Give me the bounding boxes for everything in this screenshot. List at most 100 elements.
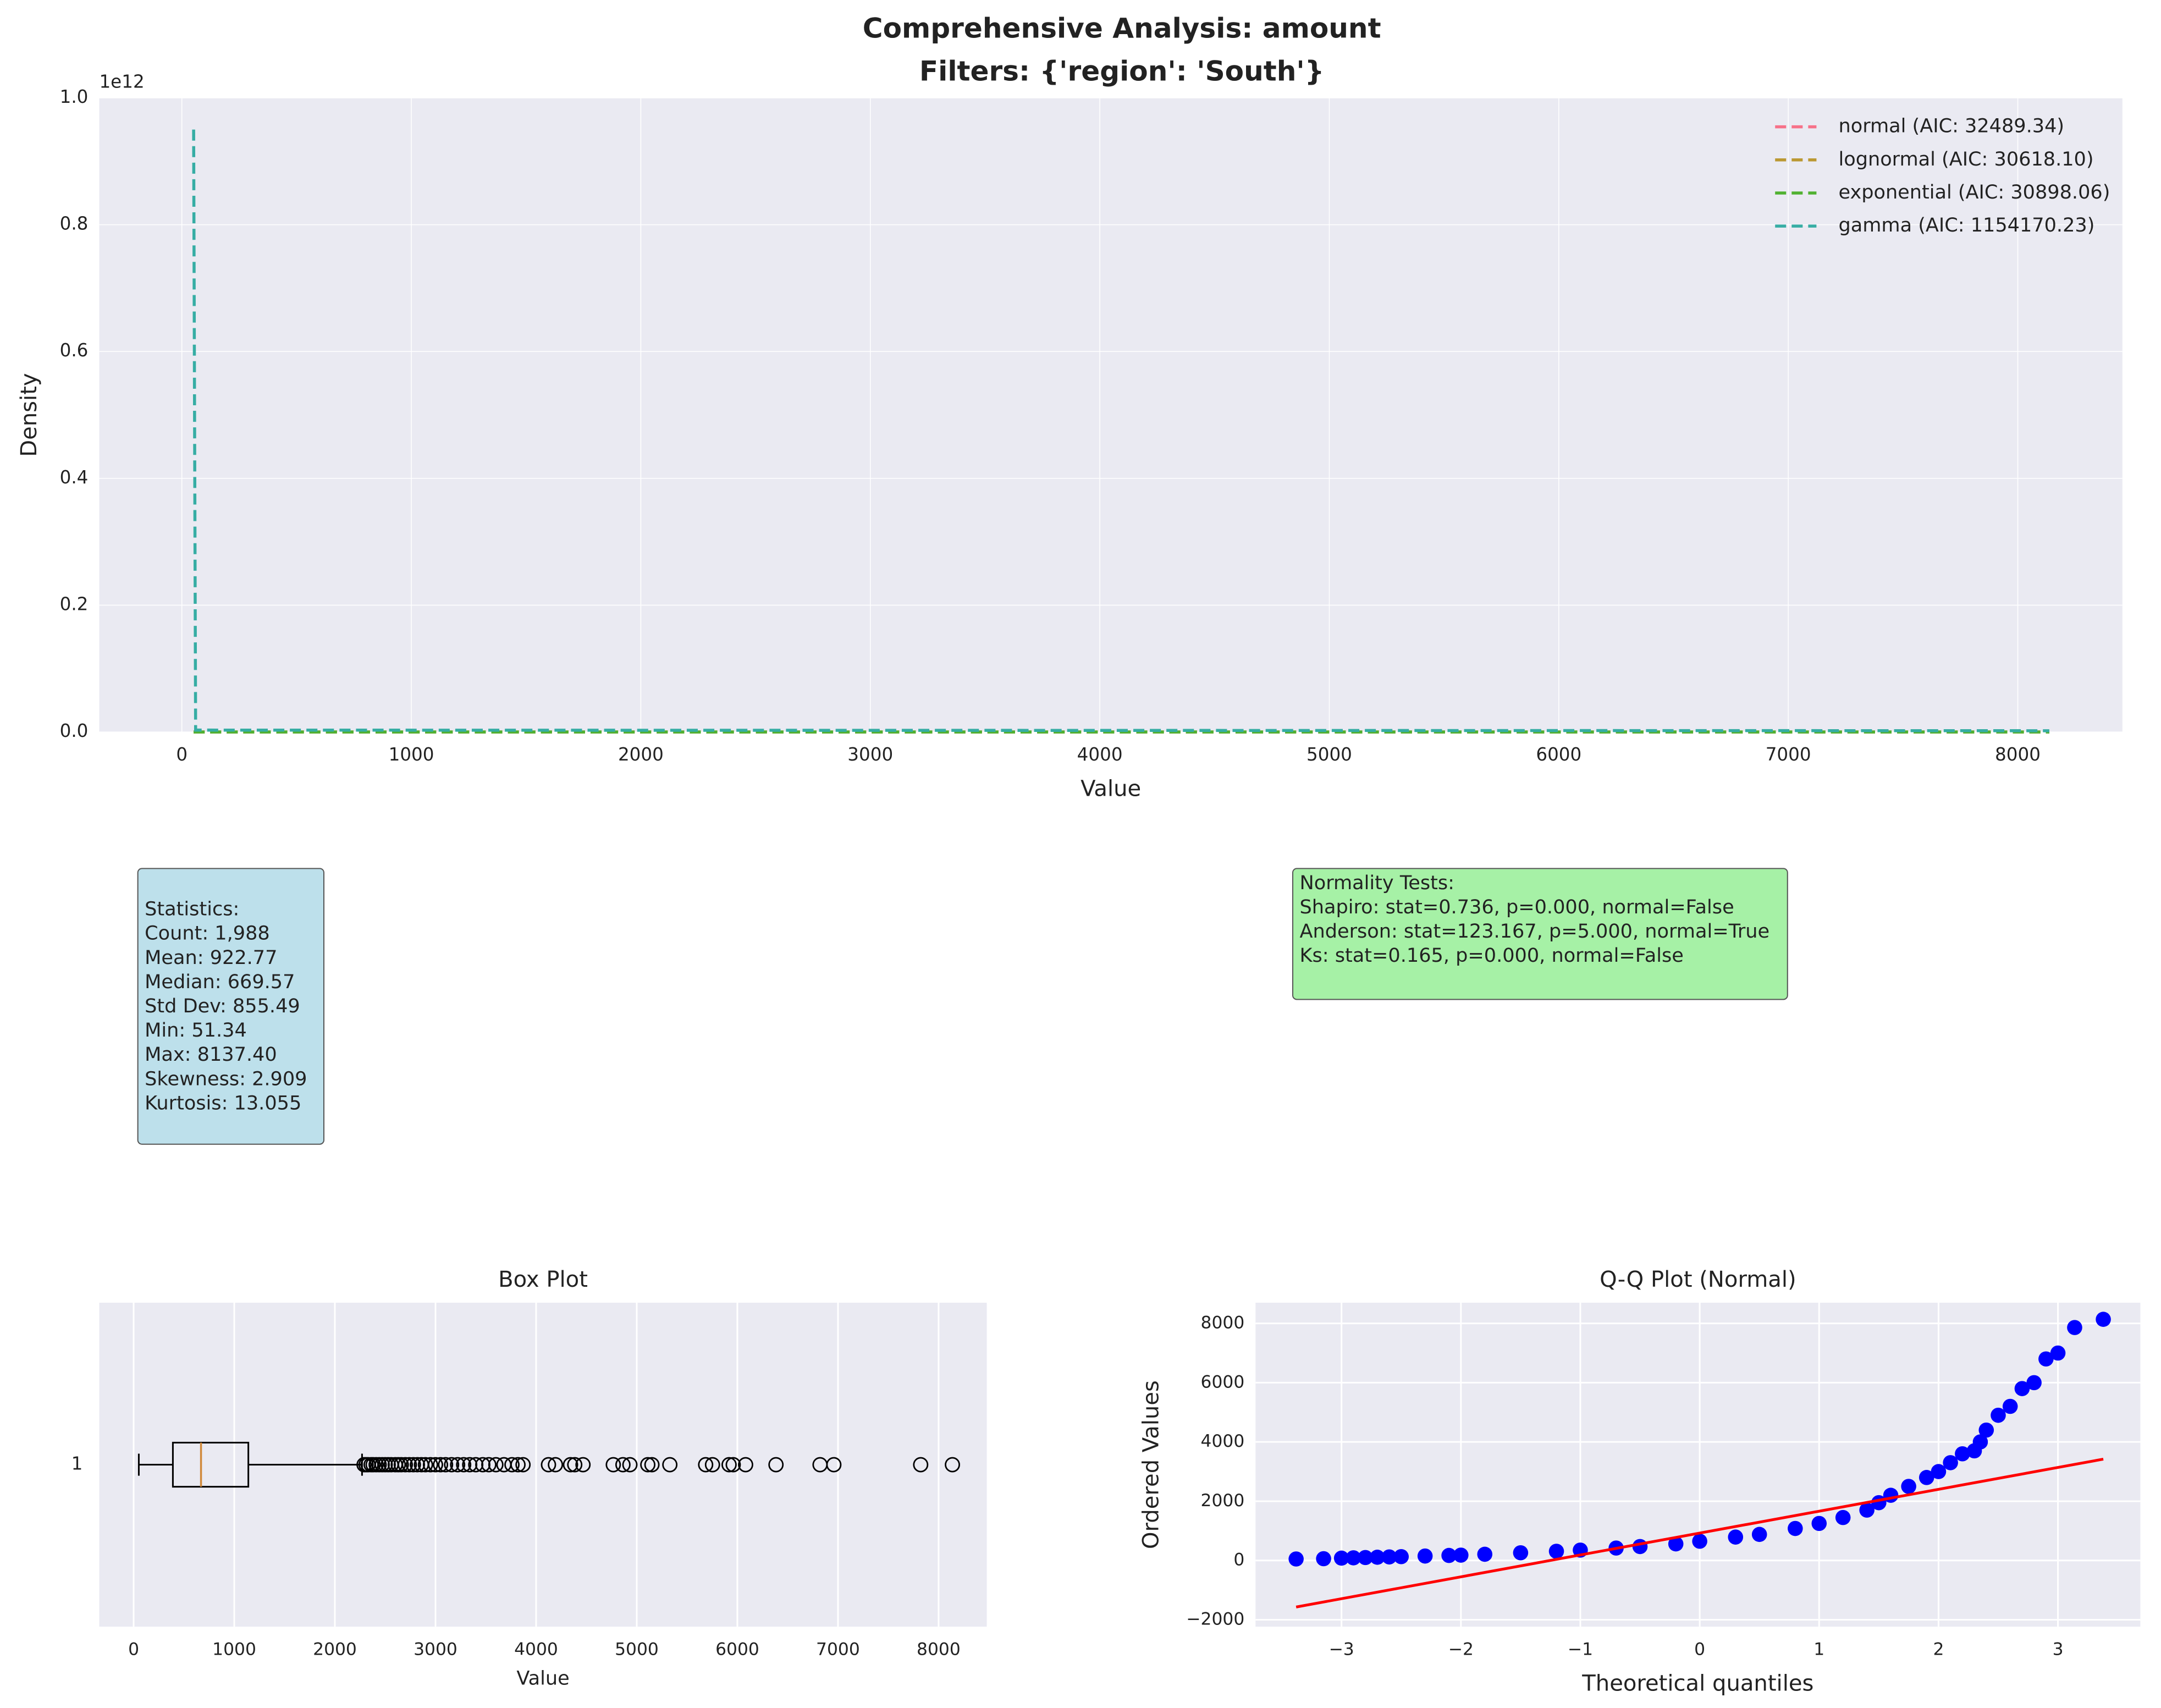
qq-point bbox=[1728, 1529, 1744, 1545]
x-tick-label: 1000 bbox=[389, 744, 434, 765]
panel-line: Max: 8137.40 bbox=[145, 1043, 277, 1066]
outlier bbox=[913, 1457, 929, 1473]
qq-point bbox=[2002, 1398, 2018, 1414]
y-tick-label: 0.4 bbox=[60, 467, 89, 488]
panel-line: Skewness: 2.909 bbox=[145, 1067, 307, 1090]
x-tick-label: 3 bbox=[2053, 1640, 2064, 1660]
outlier bbox=[662, 1457, 678, 1473]
qq-point bbox=[1288, 1551, 1304, 1567]
x-axis-label: Theoretical quantiles bbox=[1581, 1671, 1813, 1696]
y-tick-label: 8000 bbox=[1201, 1313, 1245, 1333]
panel-line: Statistics: bbox=[145, 898, 239, 921]
panel-line: Mean: 922.77 bbox=[145, 946, 277, 969]
outlier bbox=[488, 1457, 504, 1473]
x-tick-label: 5000 bbox=[615, 1640, 659, 1660]
qq-point bbox=[1901, 1479, 1916, 1494]
qq-point bbox=[1919, 1470, 1934, 1485]
outlier bbox=[644, 1457, 660, 1473]
qq-point bbox=[1453, 1547, 1469, 1563]
x-tick-label: 2 bbox=[1933, 1640, 1944, 1660]
y-axis-label: Ordered Values bbox=[1138, 1380, 1164, 1549]
outlier bbox=[567, 1457, 583, 1473]
qq-point bbox=[1548, 1544, 1564, 1559]
qq-point bbox=[1346, 1550, 1361, 1566]
x-tick-label: 8000 bbox=[1995, 744, 2041, 765]
panel-line: Std Dev: 855.49 bbox=[145, 995, 300, 1017]
y-tick-label: 0.0 bbox=[60, 720, 89, 741]
outlier bbox=[605, 1457, 621, 1473]
x-tick-label: 6000 bbox=[1536, 744, 1581, 765]
y-tick-label: 0 bbox=[1233, 1550, 1244, 1570]
panel-line: Shapiro: stat=0.736, p=0.000, normal=Fal… bbox=[1300, 896, 1734, 918]
outlier bbox=[622, 1457, 638, 1473]
outlier bbox=[698, 1457, 714, 1473]
y-axis-label: Density bbox=[16, 373, 42, 456]
outlier bbox=[401, 1457, 417, 1473]
y-offset-label: 1e12 bbox=[99, 71, 144, 92]
outlier bbox=[945, 1457, 960, 1473]
legend-label: gamma (AIC: 1154170.23) bbox=[1839, 214, 2095, 236]
qq-point bbox=[1788, 1520, 1803, 1536]
outlier bbox=[721, 1457, 737, 1473]
outlier bbox=[826, 1457, 842, 1473]
outlier bbox=[481, 1457, 497, 1473]
x-tick-label: 0 bbox=[128, 1640, 139, 1660]
qq-point bbox=[1859, 1502, 1875, 1518]
qq-point bbox=[1668, 1536, 1684, 1552]
qq-point bbox=[1943, 1455, 1958, 1470]
qq-point bbox=[2067, 1320, 2082, 1335]
qq-point bbox=[2096, 1312, 2111, 1327]
x-tick-label: 1 bbox=[1813, 1640, 1824, 1660]
qq-point bbox=[1441, 1547, 1457, 1563]
qq-point bbox=[1393, 1549, 1409, 1564]
outlier bbox=[504, 1457, 520, 1473]
x-axis-label: Value bbox=[516, 1667, 569, 1689]
outlier bbox=[563, 1457, 578, 1473]
x-tick-label: 3000 bbox=[414, 1640, 457, 1660]
plot-area bbox=[1255, 1302, 2141, 1627]
figure-subtitle: Filters: {'region': 'South'} bbox=[919, 54, 1325, 87]
y-tick-label: −2000 bbox=[1186, 1610, 1244, 1629]
qq-point bbox=[1417, 1548, 1433, 1564]
qq-point bbox=[1632, 1539, 1648, 1555]
outlier bbox=[738, 1457, 753, 1473]
y-tick-label: 0.2 bbox=[60, 594, 89, 615]
qq-point bbox=[1991, 1407, 2006, 1423]
panel-line: Normality Tests: bbox=[1300, 872, 1454, 894]
x-tick-label: 0 bbox=[1694, 1640, 1705, 1660]
outlier bbox=[428, 1457, 443, 1473]
qq-point bbox=[1978, 1422, 1994, 1438]
x-tick-label: 2000 bbox=[618, 744, 664, 765]
qq-point bbox=[1316, 1551, 1331, 1567]
legend-label: exponential (AIC: 30898.06) bbox=[1839, 181, 2110, 203]
outlier bbox=[615, 1457, 631, 1473]
outlier bbox=[450, 1457, 466, 1473]
x-tick-label: 4000 bbox=[1077, 744, 1123, 765]
x-axis-label: Value bbox=[1080, 776, 1141, 801]
qq-point bbox=[1835, 1509, 1851, 1525]
y-tick-label: 1 bbox=[71, 1453, 83, 1474]
outlier bbox=[725, 1457, 741, 1473]
outlier bbox=[548, 1457, 564, 1473]
plot-area bbox=[99, 1302, 987, 1627]
y-tick-label: 0.8 bbox=[60, 213, 89, 234]
panel-line: Kurtosis: 13.055 bbox=[145, 1092, 301, 1114]
y-tick-label: 1.0 bbox=[60, 86, 89, 107]
qq-point bbox=[1955, 1446, 1970, 1462]
x-tick-label: 0 bbox=[176, 744, 188, 765]
fit-line bbox=[1296, 1457, 2104, 1608]
chart-title: Q-Q Plot (Normal) bbox=[1600, 1267, 1796, 1292]
qq-point bbox=[2038, 1351, 2054, 1367]
outlier bbox=[398, 1457, 414, 1473]
outlier bbox=[640, 1457, 656, 1473]
outlier bbox=[541, 1457, 556, 1473]
outlier bbox=[704, 1457, 720, 1473]
figure-title: Comprehensive Analysis: amount bbox=[863, 12, 1381, 45]
panel-line: Anderson: stat=123.167, p=5.000, normal=… bbox=[1300, 920, 1770, 943]
qq-point bbox=[1477, 1546, 1493, 1562]
panel-line: Count: 1,988 bbox=[145, 922, 270, 945]
outlier bbox=[422, 1457, 438, 1473]
outlier bbox=[417, 1457, 433, 1473]
qq-point bbox=[2050, 1345, 2066, 1361]
